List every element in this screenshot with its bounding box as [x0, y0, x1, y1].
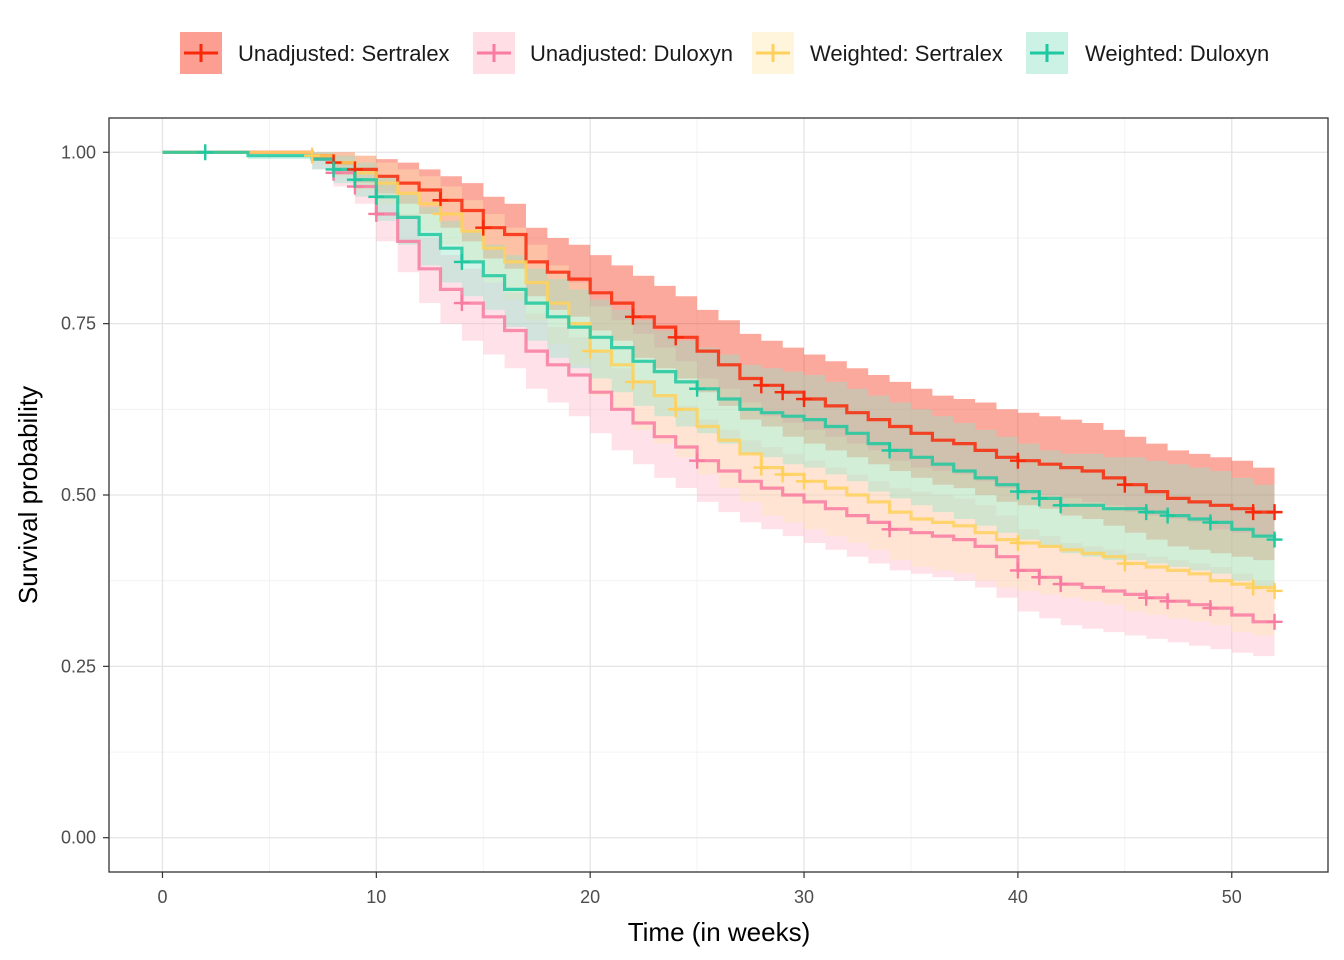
y-tick-label: 0.25: [61, 656, 96, 676]
x-tick-label: 30: [794, 887, 814, 907]
censor-mark-weighted-duloxyn: [881, 442, 898, 459]
censor-mark-unadjusted-duloxyn: [881, 521, 898, 538]
censor-mark-weighted-duloxyn: [325, 161, 342, 178]
censor-mark-weighted-duloxyn: [453, 253, 470, 270]
legend-label-unadjusted-sertralex: Unadjusted: Sertralex: [238, 41, 450, 66]
censor-mark-weighted-duloxyn: [1052, 497, 1069, 514]
curve-unadjusted-duloxyn: [162, 150, 1275, 624]
censor-mark-unadjusted-duloxyn: [689, 452, 706, 469]
censor-mark-unadjusted-sertralex: [1009, 452, 1026, 469]
censor-mark-weighted-duloxyn: [689, 380, 706, 397]
censor-mark-weighted-sertralex: [582, 343, 599, 360]
censor-mark-weighted-duloxyn: [1159, 507, 1176, 524]
censor-mark-weighted-duloxyn: [1202, 514, 1219, 531]
censor-mark-unadjusted-duloxyn: [1009, 562, 1026, 579]
x-tick-label: 50: [1222, 887, 1242, 907]
censor-mark-unadjusted-duloxyn: [453, 295, 470, 312]
x-axis-title: Time (in weeks): [628, 917, 811, 947]
grid-lines: [109, 118, 1328, 872]
legend-item-weighted-duloxyn: Weighted: Duloxyn: [1026, 32, 1269, 74]
censor-mark-unadjusted-sertralex: [475, 219, 492, 236]
censor-mark-weighted-duloxyn: [1266, 531, 1283, 548]
censor-mark-weighted-sertralex: [1116, 555, 1133, 572]
censor-mark-weighted-sertralex: [1266, 582, 1283, 599]
y-tick-label: 0.00: [61, 828, 96, 848]
y-axis-title: Survival probability: [13, 386, 43, 604]
censor-mark-weighted-sertralex: [796, 473, 813, 490]
censor-mark-unadjusted-sertralex: [774, 384, 791, 401]
x-tick-label: 40: [1008, 887, 1028, 907]
y-tick-label: 0.50: [61, 485, 96, 505]
legend-label-weighted-duloxyn: Weighted: Duloxyn: [1085, 41, 1269, 66]
y-tick-label: 0.75: [61, 314, 96, 334]
censor-mark-weighted-sertralex: [1009, 534, 1026, 551]
censor-mark-unadjusted-sertralex: [753, 377, 770, 394]
censor-mark-weighted-sertralex: [753, 459, 770, 476]
x-tick-label: 10: [366, 887, 386, 907]
censor-mark-weighted-sertralex: [1245, 579, 1262, 596]
axes: 0 10 20 30 40 50 0.00 0.25 0.50 0.75 1.00: [61, 142, 1242, 907]
censor-mark-unadjusted-duloxyn: [1202, 600, 1219, 617]
censor-mark-weighted-duloxyn: [197, 144, 214, 161]
legend-item-unadjusted-duloxyn: Unadjusted: Duloxyn: [473, 32, 733, 74]
censor-mark-weighted-duloxyn: [1031, 490, 1048, 507]
legend: Unadjusted: Sertralex Unadjusted: Duloxy…: [180, 32, 1269, 74]
censor-mark-unadjusted-sertralex: [796, 391, 813, 408]
censor-mark-unadjusted-duloxyn: [1138, 589, 1155, 606]
censor-mark-unadjusted-duloxyn: [1266, 613, 1283, 630]
censor-mark-unadjusted-duloxyn: [1031, 569, 1048, 586]
legend-label-unadjusted-duloxyn: Unadjusted: Duloxyn: [530, 41, 733, 66]
censor-mark-weighted-sertralex: [667, 401, 684, 418]
censor-mark-unadjusted-sertralex: [624, 308, 641, 325]
legend-item-unadjusted-sertralex: Unadjusted: Sertralex: [180, 32, 450, 74]
curve-weighted-duloxyn: [162, 150, 1277, 540]
censor-mark-unadjusted-sertralex: [432, 192, 449, 209]
censor-mark-weighted-sertralex: [432, 205, 449, 222]
censor-mark-unadjusted-duloxyn: [368, 205, 385, 222]
censor-mark-unadjusted-sertralex: [1245, 504, 1262, 521]
censor-mark-unadjusted-duloxyn: [1052, 576, 1069, 593]
censor-mark-unadjusted-duloxyn: [1159, 593, 1176, 610]
censor-mark-weighted-sertralex: [304, 147, 321, 164]
censor-mark-unadjusted-sertralex: [1266, 504, 1283, 521]
y-tick-label: 1.00: [61, 142, 96, 162]
censor-marks: [197, 144, 1283, 630]
censor-mark-unadjusted-sertralex: [667, 329, 684, 346]
censor-mark-weighted-duloxyn: [346, 171, 363, 188]
censor-mark-unadjusted-sertralex: [1116, 476, 1133, 493]
censor-mark-weighted-sertralex: [774, 466, 791, 483]
legend-item-weighted-sertralex: Weighted: Sertralex: [752, 32, 1003, 74]
x-tick-label: 0: [157, 887, 167, 907]
legend-label-weighted-sertralex: Weighted: Sertralex: [810, 41, 1003, 66]
censor-mark-weighted-duloxyn: [1009, 483, 1026, 500]
x-tick-label: 20: [580, 887, 600, 907]
censor-mark-weighted-duloxyn: [1138, 504, 1155, 521]
censor-mark-weighted-duloxyn: [368, 188, 385, 205]
censor-mark-weighted-sertralex: [624, 373, 641, 390]
